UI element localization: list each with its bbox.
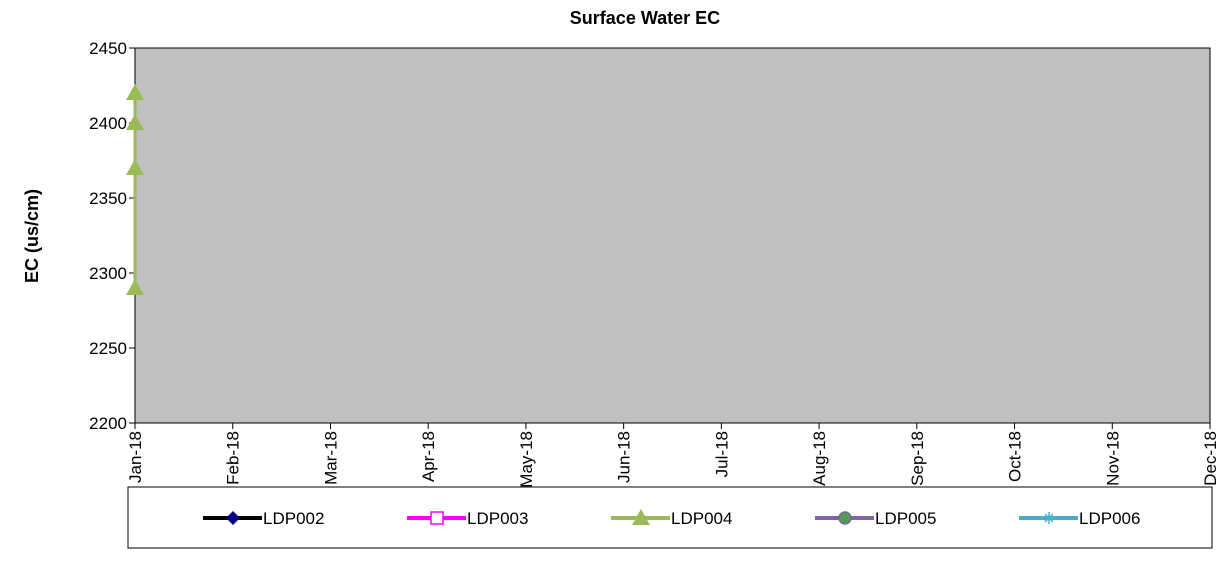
y-tick-label: 2300 — [89, 264, 127, 283]
marker — [430, 511, 444, 525]
y-tick-label: 2250 — [89, 339, 127, 358]
legend-entry: LDP002 — [203, 509, 324, 528]
legend-label: LDP002 — [263, 509, 324, 528]
y-tick-label: 2350 — [89, 189, 127, 208]
x-tick-label: Feb-18 — [224, 431, 243, 485]
legend-label: LDP003 — [467, 509, 528, 528]
chart-title: Surface Water EC — [570, 8, 720, 28]
marker — [226, 511, 240, 525]
marker — [838, 511, 852, 525]
y-tick-label: 2400 — [89, 114, 127, 133]
x-tick-label: May-18 — [517, 431, 536, 488]
legend-entry: LDP006 — [1019, 509, 1140, 528]
x-tick-label: Apr-18 — [419, 431, 438, 482]
marker — [1043, 512, 1055, 524]
marker — [126, 159, 144, 175]
x-tick-label: Aug-18 — [810, 431, 829, 486]
legend-label: LDP005 — [875, 509, 936, 528]
legend-entry: LDP004 — [611, 509, 732, 528]
plot-area — [134, 47, 1211, 424]
marker — [126, 84, 144, 100]
marker — [126, 114, 144, 130]
legend-label: LDP006 — [1079, 509, 1140, 528]
y-axis-label: EC (us/cm) — [22, 189, 42, 283]
y-tick-label: 2450 — [89, 39, 127, 58]
y-tick-label: 2200 — [89, 414, 127, 433]
x-tick-label: Jan-18 — [126, 431, 145, 483]
x-tick-label: Jul-18 — [712, 431, 731, 477]
x-tick-label: Mar-18 — [321, 431, 340, 485]
legend-entry: LDP003 — [407, 509, 528, 528]
legend-label: LDP004 — [671, 509, 732, 528]
x-tick-label: Sep-18 — [908, 431, 927, 486]
legend-entry: LDP005 — [815, 509, 936, 528]
x-tick-label: Jun-18 — [615, 431, 634, 483]
marker — [632, 509, 650, 525]
x-tick-label: Nov-18 — [1103, 431, 1122, 486]
x-tick-label: Oct-18 — [1006, 431, 1025, 482]
x-tick-label: Dec-18 — [1201, 431, 1220, 486]
marker — [126, 279, 144, 295]
